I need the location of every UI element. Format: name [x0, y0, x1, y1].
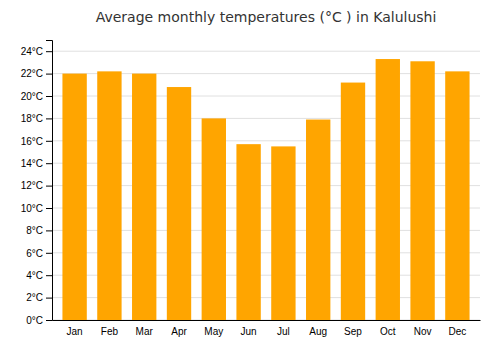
y-tick: 16°C [21, 136, 52, 147]
y-tick-mark [46, 186, 52, 187]
x-tick: May [204, 326, 223, 337]
bar [445, 71, 469, 320]
x-tick: Aug [309, 326, 327, 337]
x-tick-label: Nov [414, 326, 432, 337]
x-tick: Feb [101, 326, 119, 337]
y-tick-mark [46, 320, 52, 321]
x-tick: Jun [241, 326, 257, 337]
bar [97, 71, 121, 320]
x-axis-line [53, 320, 481, 321]
x-tick-label: Jun [241, 326, 257, 337]
x-tick-label: May [204, 326, 223, 337]
x-tick-label: Dec [448, 326, 466, 337]
y-tick-mark [46, 118, 52, 119]
y-tick: 12°C [21, 180, 52, 191]
y-tick-label: 0°C [26, 315, 43, 326]
bar [62, 74, 86, 320]
x-tick: Sep [344, 326, 362, 337]
x-axis: Jan Feb Mar Apr May Jun Jul Aug Sep Oct Nov Dec [53, 321, 481, 338]
y-tick-label: 20°C [21, 91, 43, 102]
y-tick-mark [46, 163, 52, 164]
title: Average monthly temperatures (°C ) in Ka… [96, 9, 437, 25]
bar [410, 61, 434, 320]
bar [167, 87, 191, 320]
x-tick-label: Oct [380, 326, 396, 337]
y-tick: 24°C [21, 46, 52, 57]
y-axis-line [46, 41, 53, 321]
y-tick: 0°C [26, 315, 52, 326]
y-tick-mark [46, 141, 52, 142]
bar [132, 74, 156, 320]
x-tick-label: Sep [344, 326, 362, 337]
y-tick-mark [46, 253, 52, 254]
bar [202, 118, 226, 320]
plot-area: Jan Feb Mar Apr May Jun Jul Aug Sep Oct Nov Dec 0°C 2… [21, 41, 481, 338]
x-tick-label: Feb [101, 326, 119, 337]
x-tick: Apr [171, 326, 187, 337]
y-tick: 2°C [26, 292, 52, 303]
y-tick: 6°C [26, 248, 52, 259]
grid [52, 51, 480, 320]
x-tick: Nov [414, 326, 432, 337]
y-tick-label: 18°C [21, 113, 43, 124]
y-tick: 22°C [21, 68, 52, 79]
y-tick: 20°C [21, 91, 52, 102]
y-tick-mark [46, 51, 52, 52]
x-tick: Dec [448, 326, 466, 337]
y-tick: 14°C [21, 158, 52, 169]
bar [376, 59, 400, 320]
y-tick: 18°C [21, 113, 52, 124]
y-tick-mark [46, 96, 52, 97]
x-tick-label: Aug [309, 326, 327, 337]
y-tick-mark [46, 275, 52, 276]
grid-line [52, 51, 480, 52]
y-tick: 4°C [26, 270, 52, 281]
marks [62, 59, 469, 320]
x-tick-label: Apr [171, 326, 187, 337]
y-tick-label: 12°C [21, 180, 43, 191]
y-tick-mark [46, 230, 52, 231]
bar [306, 120, 330, 320]
x-tick: Jan [67, 326, 83, 337]
y-tick: 8°C [26, 225, 52, 236]
y-tick-label: 16°C [21, 136, 43, 147]
y-tick-mark [46, 74, 52, 75]
y-tick-label: 22°C [21, 68, 43, 79]
y-tick-label: 2°C [26, 292, 43, 303]
y-tick-mark [46, 208, 52, 209]
x-tick: Oct [380, 326, 396, 337]
bar [271, 146, 295, 320]
y-tick: 10°C [21, 203, 52, 214]
y-tick-label: 10°C [21, 203, 43, 214]
bar [341, 83, 365, 320]
y-tick-label: 6°C [26, 248, 43, 259]
bar [236, 144, 260, 320]
x-tick-label: Jan [67, 326, 83, 337]
y-tick-label: 24°C [21, 46, 43, 57]
x-tick: Jul [277, 326, 290, 337]
y-tick-label: 4°C [26, 270, 43, 281]
x-tick-label: Mar [136, 326, 154, 337]
x-tick: Mar [136, 326, 154, 337]
x-tick-label: Jul [277, 326, 290, 337]
chart: Jan Feb Mar Apr May Jun Jul Aug Sep Oct Nov Dec 0°C 2… [0, 0, 500, 350]
y-tick-mark [46, 298, 52, 299]
y-tick-label: 8°C [26, 225, 43, 236]
y-tick-label: 14°C [21, 158, 43, 169]
y-axis: 0°C 2°C 4°C 6°C 8°C 10°C 12°C 14°C 16°C 18°C 20°C 2… [21, 41, 53, 326]
